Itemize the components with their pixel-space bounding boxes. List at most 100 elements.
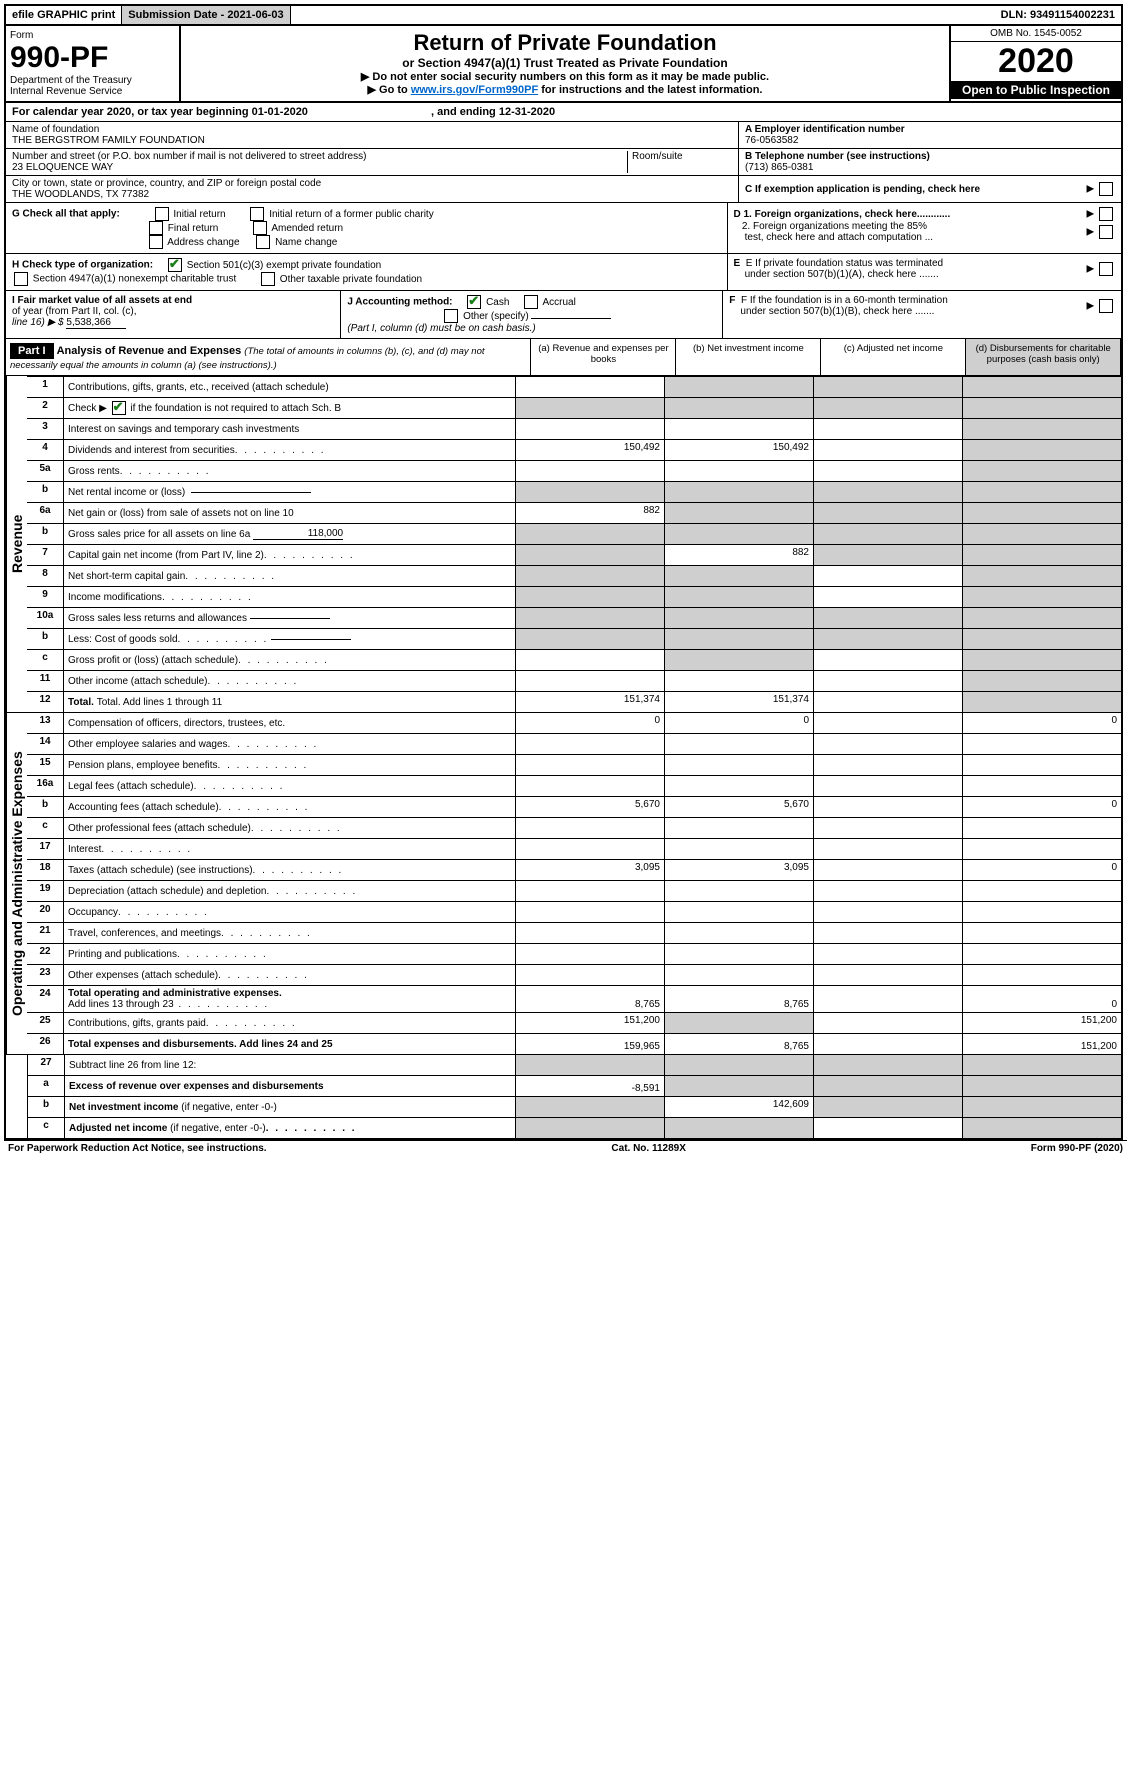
row-10b: Less: Cost of goods sold bbox=[64, 629, 515, 649]
d2-checkbox[interactable] bbox=[1099, 225, 1113, 239]
dln: DLN: 93491154002231 bbox=[291, 6, 1121, 24]
row-13: Compensation of officers, directors, tru… bbox=[64, 713, 515, 733]
expenses-vlabel: Operating and Administrative Expenses bbox=[6, 713, 27, 1054]
calendar-year-row: For calendar year 2020, or tax year begi… bbox=[6, 103, 1121, 122]
city-box: City or town, state or province, country… bbox=[6, 176, 739, 202]
row-3: Interest on savings and temporary cash i… bbox=[64, 419, 515, 439]
row-8: Net short-term capital gain bbox=[64, 566, 515, 586]
row-23: Other expenses (attach schedule) bbox=[64, 965, 515, 985]
g-d-row: G Check all that apply: Initial return I… bbox=[6, 203, 1121, 254]
row-15: Pension plans, employee benefits bbox=[64, 755, 515, 775]
g-address-change[interactable] bbox=[149, 235, 163, 249]
note-2: ▶ Go to www.irs.gov/Form990PF for instru… bbox=[185, 83, 945, 96]
row-16a: Legal fees (attach schedule) bbox=[64, 776, 515, 796]
row-11: Other income (attach schedule) bbox=[64, 671, 515, 691]
cal-mid: , and ending bbox=[431, 106, 499, 118]
open-to-public: Open to Public Inspection bbox=[951, 81, 1121, 99]
h-section: H Check type of organization: Section 50… bbox=[6, 254, 728, 290]
col-d-header: (d) Disbursements for charitable purpose… bbox=[966, 339, 1121, 375]
row-7: Capital gain net income (from Part IV, l… bbox=[64, 545, 515, 565]
fmv-value: 5,538,366 bbox=[66, 317, 126, 329]
room-label: Room/suite bbox=[632, 151, 683, 162]
row-21: Travel, conferences, and meetings bbox=[64, 923, 515, 943]
city-value: THE WOODLANDS, TX 77382 bbox=[12, 189, 149, 200]
address-phone-row: Number and street (or P.O. box number if… bbox=[6, 149, 1121, 176]
form-number: 990-PF bbox=[10, 41, 108, 74]
dept-2: Internal Revenue Service bbox=[10, 86, 122, 97]
city-label: City or town, state or province, country… bbox=[12, 178, 321, 189]
row-27a: Excess of revenue over expenses and disb… bbox=[65, 1076, 515, 1096]
row-12: Total. Total. Add lines 1 through 11 bbox=[64, 692, 515, 712]
g-initial-return[interactable] bbox=[155, 207, 169, 221]
row-22: Printing and publications bbox=[64, 944, 515, 964]
g-label: G Check all that apply: bbox=[12, 209, 120, 220]
g-amended-return[interactable] bbox=[253, 221, 267, 235]
j-note: (Part I, column (d) must be on cash basi… bbox=[347, 323, 535, 334]
foundation-name-box: Name of foundation THE BERGSTROM FAMILY … bbox=[6, 122, 739, 148]
f-checkbox[interactable] bbox=[1099, 299, 1113, 313]
row-6a: Net gain or (loss) from sale of assets n… bbox=[64, 503, 515, 523]
note2-pre: ▶ Go to bbox=[368, 84, 411, 96]
schb-checkbox[interactable] bbox=[112, 401, 126, 415]
tax-year: 2020 bbox=[951, 42, 1121, 81]
g-final-return[interactable] bbox=[149, 221, 163, 235]
row-5a: Gross rents bbox=[64, 461, 515, 481]
omb-number: OMB No. 1545-0052 bbox=[951, 26, 1121, 42]
part1-label: Part I bbox=[10, 343, 54, 359]
d1-checkbox[interactable] bbox=[1099, 207, 1113, 221]
footer-right: Form 990-PF (2020) bbox=[1031, 1143, 1123, 1154]
ein-value: 76-0563582 bbox=[745, 135, 798, 146]
g-name-change[interactable] bbox=[256, 235, 270, 249]
g-section: G Check all that apply: Initial return I… bbox=[6, 203, 728, 253]
year-box: OMB No. 1545-0052 2020 Open to Public In… bbox=[949, 26, 1121, 101]
i-j-section: I Fair market value of all assets at end… bbox=[6, 291, 723, 338]
form-title: Return of Private Foundation bbox=[185, 30, 945, 56]
ein-box: A Employer identification number 76-0563… bbox=[739, 122, 1121, 148]
h-label: H Check type of organization: bbox=[12, 260, 153, 271]
j-other[interactable] bbox=[444, 309, 458, 323]
c-checkbox[interactable] bbox=[1099, 182, 1113, 196]
j-accrual[interactable] bbox=[524, 295, 538, 309]
row-14: Other employee salaries and wages bbox=[64, 734, 515, 754]
form-container: efile GRAPHIC print Submission Date - 20… bbox=[4, 4, 1123, 1140]
foundation-name: THE BERGSTROM FAMILY FOUNDATION bbox=[12, 135, 205, 146]
phone-value: (713) 865-0381 bbox=[745, 162, 813, 173]
row-9: Income modifications bbox=[64, 587, 515, 607]
dept-1: Department of the Treasury bbox=[10, 75, 132, 86]
note2-post: for instructions and the latest informat… bbox=[538, 84, 762, 96]
col-c-header: (c) Adjusted net income bbox=[821, 339, 966, 375]
efile-label: efile GRAPHIC print bbox=[6, 6, 122, 24]
row-10a: Gross sales less returns and allowances bbox=[64, 608, 515, 628]
row-25: Contributions, gifts, grants paid bbox=[64, 1013, 515, 1033]
row-16b: Accounting fees (attach schedule) bbox=[64, 797, 515, 817]
h-4947[interactable] bbox=[14, 272, 28, 286]
summary-section: 27Subtract line 26 from line 12: aExcess… bbox=[6, 1054, 1121, 1138]
address-box: Number and street (or P.O. box number if… bbox=[6, 149, 739, 175]
h-501c3[interactable] bbox=[168, 258, 182, 272]
address: 23 ELOQUENCE WAY bbox=[12, 162, 113, 173]
j-cash[interactable] bbox=[467, 295, 481, 309]
e-section: E E If private foundation status was ter… bbox=[728, 254, 1122, 290]
irs-link[interactable]: www.irs.gov/Form990PF bbox=[411, 84, 538, 96]
i-label3: line 16) ▶ $ bbox=[12, 317, 64, 328]
g-initial-former[interactable] bbox=[250, 207, 264, 221]
f-section: F F If the foundation is in a 60-month t… bbox=[723, 291, 1121, 338]
name-label: Name of foundation bbox=[12, 124, 99, 135]
h-other-taxable[interactable] bbox=[261, 272, 275, 286]
note-1: ▶ Do not enter social security numbers o… bbox=[185, 70, 945, 83]
row-27c: Adjusted net income (if negative, enter … bbox=[65, 1118, 515, 1138]
row-5b: Net rental income or (loss) bbox=[64, 482, 515, 502]
row-18: Taxes (attach schedule) (see instruction… bbox=[64, 860, 515, 880]
phone-label: B Telephone number (see instructions) bbox=[745, 151, 930, 162]
row-1: Contributions, gifts, grants, etc., rece… bbox=[64, 377, 515, 397]
e-checkbox[interactable] bbox=[1099, 262, 1113, 276]
c-label: C If exemption application is pending, c… bbox=[745, 184, 980, 195]
cal-pre: For calendar year 2020, or tax year begi… bbox=[12, 106, 252, 118]
row-16c: Other professional fees (attach schedule… bbox=[64, 818, 515, 838]
j-other-specify[interactable] bbox=[531, 318, 611, 319]
title-box: Return of Private Foundation or Section … bbox=[181, 26, 949, 101]
row-27b: Net investment income (if negative, ente… bbox=[65, 1097, 515, 1117]
row-27: Subtract line 26 from line 12: bbox=[65, 1055, 515, 1075]
d1-label: D 1. Foreign organizations, check here..… bbox=[734, 209, 951, 220]
header: Form 990-PF Department of the Treasury I… bbox=[6, 26, 1121, 103]
